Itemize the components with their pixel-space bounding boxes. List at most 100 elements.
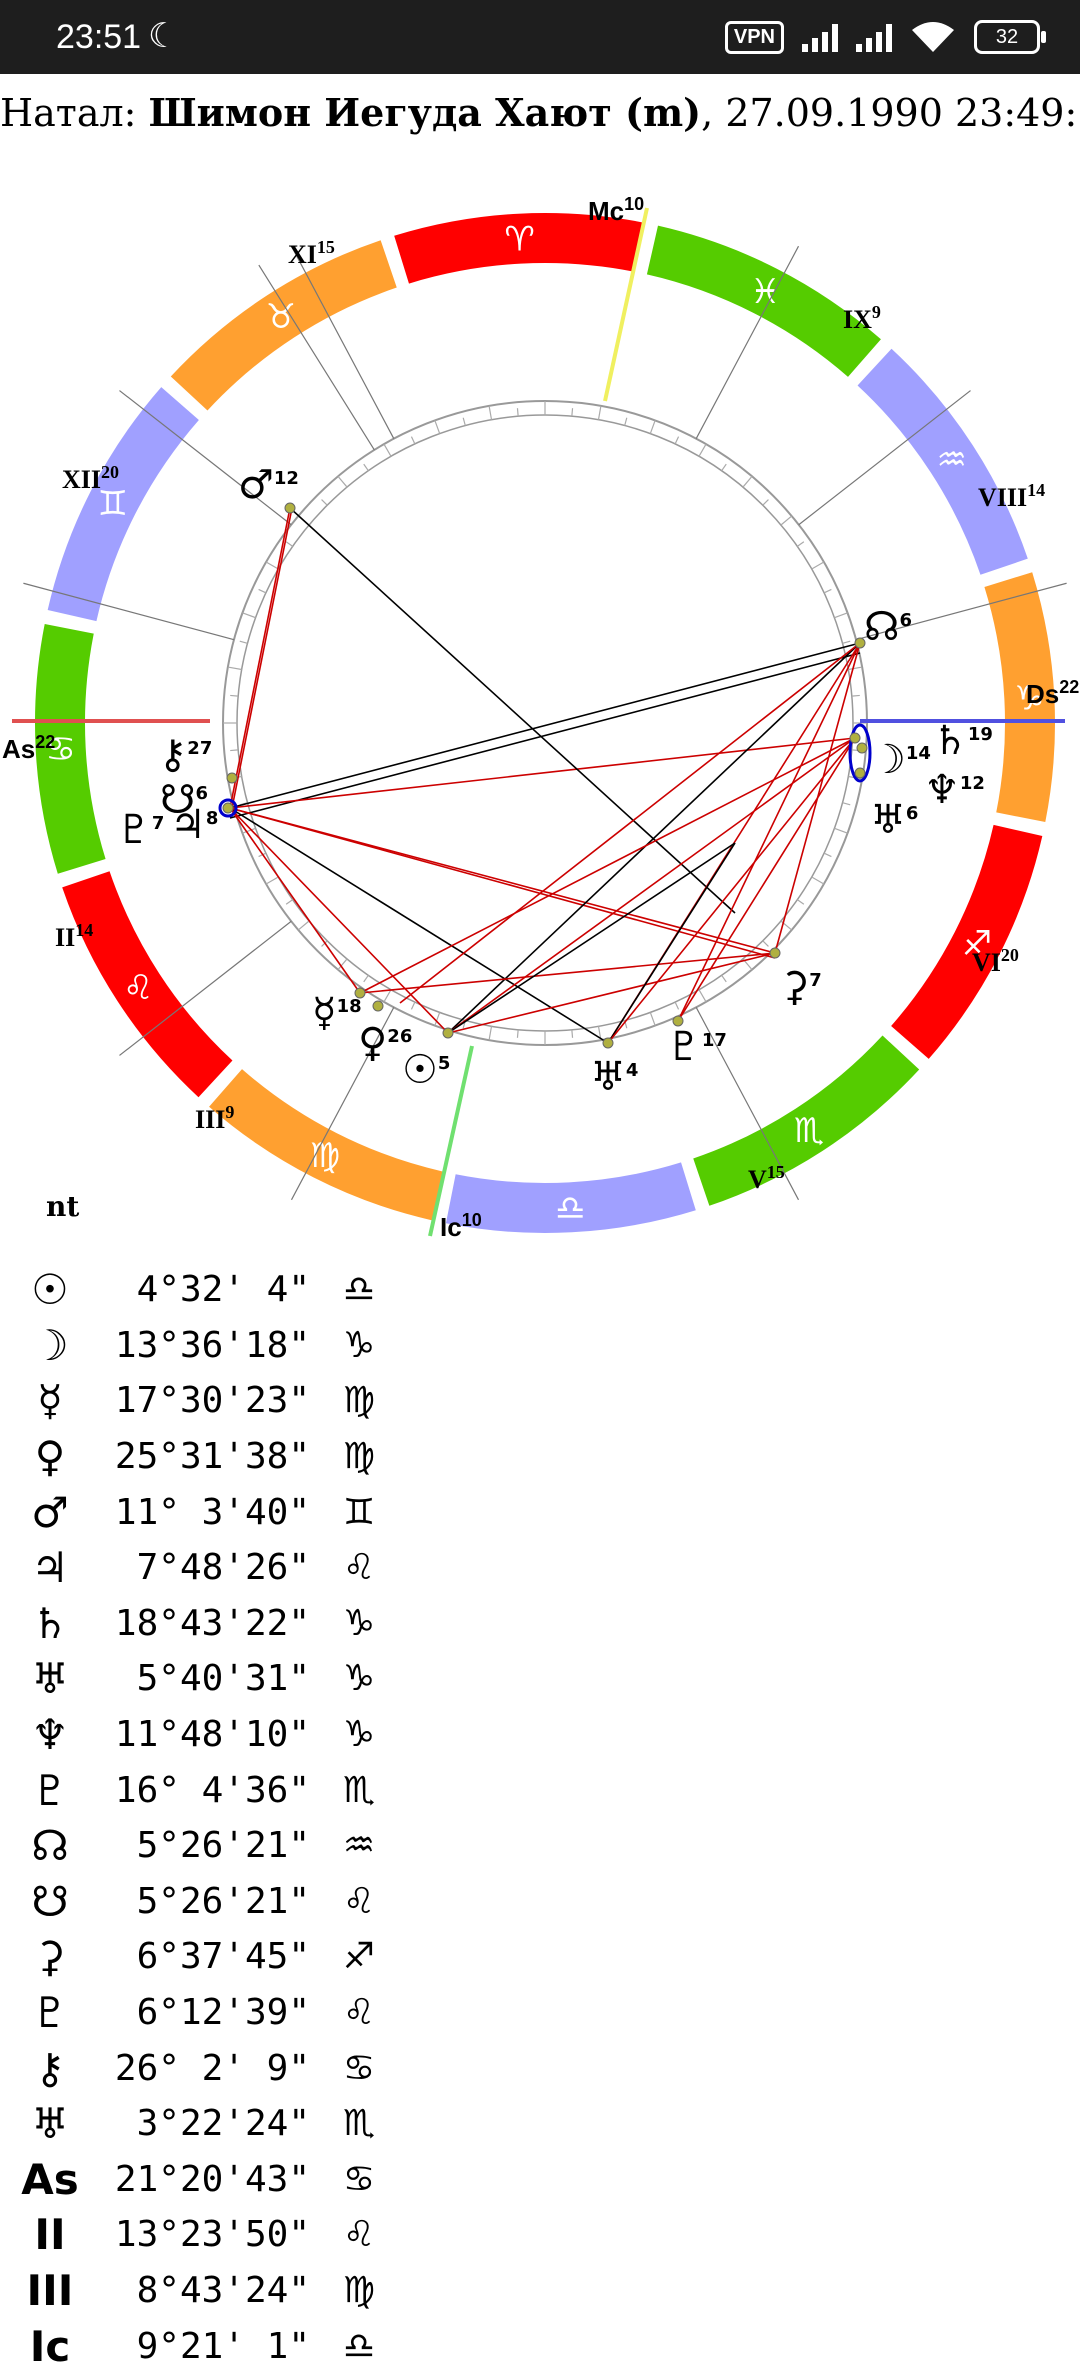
position-row: ♇ 6°12'39" ♌ [20, 1985, 394, 2041]
zodiac-sign-icon: ♈ [504, 220, 534, 260]
zodiac-sign-icon: ♍ [342, 1436, 376, 1478]
zodiac-ring: ♈♓♒♑♐♏♎♍♌♋♊♉ [34, 213, 1056, 1233]
zodiac-sign-icon: ♋ [45, 729, 75, 769]
degree-tick [337, 958, 348, 971]
position-row: ☉ 4°32' 4" ♎ [20, 1262, 394, 1318]
planet-position-dot [442, 1027, 454, 1039]
house-lines [23, 245, 1067, 1201]
degree-value: 11°48'10" [114, 1714, 310, 1756]
zodiac-sign-icon: ♑ [1014, 679, 1044, 719]
pluto-glyph: ♇7 [116, 807, 164, 853]
zodiac-sign-icon: ♓ [750, 272, 780, 312]
degree-tick [242, 827, 256, 834]
planet-symbol-icon: ♄ [31, 1598, 69, 1648]
degree-tick [721, 974, 727, 983]
venus-glyph: ♀26 [358, 1020, 412, 1066]
title-date: , 27.09.1990 23:49:33... [701, 91, 1080, 135]
degree-tick [242, 612, 256, 619]
nt-label: nt [46, 1190, 80, 1223]
moon-glyph: ☽14 [870, 737, 931, 783]
zodiac-sign-icon: ♑ [342, 1324, 376, 1366]
house-label-12: XII20 [62, 462, 119, 494]
position-row: ♆ 11°48'10" ♑ [20, 1707, 394, 1763]
natal-chart[interactable]: ♈♓♒♑♐♏♎♍♌♋♊♉ Mc10 Ic10 [0, 178, 1080, 1238]
ic-label: Ic10 [440, 1210, 482, 1238]
planet-position-dot [849, 732, 861, 744]
house-cusp-line [290, 245, 395, 439]
zodiac-sign-icon: ♎ [342, 1269, 376, 1311]
position-row: ♅ 5°40'31" ♑ [20, 1651, 394, 1707]
planet-symbol-icon: ☉ [31, 1265, 69, 1315]
battery-icon: 32 [974, 20, 1046, 54]
degree-tick [649, 1012, 656, 1026]
mc-label: Mc10 [588, 194, 644, 226]
zodiac-sign-icon: ♏ [794, 1111, 824, 1151]
degree-tick [674, 436, 680, 445]
degree-tick [462, 417, 466, 426]
planet-glyphs[interactable]: ♂12 ☊6 ♄19 ☽14 ♆12 ♅6 ⚷27 ☋6 ♃8 ♇7 ⚳7 ☿1… [116, 462, 993, 1100]
status-icons: VPN 32 [724, 20, 1046, 54]
house-cusp-line [119, 390, 292, 526]
position-row: ♃ 7°48'26" ♌ [20, 1540, 394, 1596]
planet-symbol-icon: ☋ [31, 1876, 69, 1926]
ceres-glyph: ⚳7 [780, 964, 822, 1010]
zodiac-sign-icon: ♋ [342, 2158, 376, 2200]
planet-symbol-icon: As [21, 2154, 79, 2204]
position-row: ⚷ 26° 2' 9" ♋ [20, 2040, 394, 2096]
degree-tick [410, 436, 416, 445]
degree-tick [516, 1029, 519, 1038]
house-cusp-line [119, 920, 292, 1056]
degree-value: 3°22'24" [136, 2103, 310, 2145]
degree-value: 25°31'38" [114, 1436, 310, 1478]
degree-tick [337, 475, 348, 488]
degree-value: 13°36'18" [114, 1324, 310, 1366]
position-row: II 13°23'50" ♌ [20, 2207, 394, 2263]
zodiac-sign-icon: ♎ [555, 1188, 585, 1228]
planet-position-dot [672, 1015, 684, 1027]
moon-icon: ☾ [148, 16, 179, 56]
degree-tick [762, 499, 769, 506]
degree-tick [230, 694, 239, 697]
signal-icon-2 [856, 22, 892, 52]
sun-glyph: ☉5 [402, 1047, 450, 1093]
degree-tick [488, 1026, 493, 1041]
degree-value: 7°48'26" [136, 1547, 310, 1589]
degree-value: 26° 2' 9" [114, 2047, 310, 2089]
degree-value: 5°26'21" [136, 1880, 310, 1922]
degree-tick [649, 420, 656, 434]
zodiac-sign-icon: ♌ [342, 1547, 376, 1589]
ds-label: Ds22 [1026, 677, 1079, 709]
position-row: ♀ 25°31'38" ♍ [20, 1429, 394, 1485]
degree-tick [258, 588, 267, 594]
as-label: As22 [2, 732, 55, 764]
degree-tick [227, 666, 242, 671]
position-row: ♂ 11° 3'40" ♊ [20, 1484, 394, 1540]
degree-tick [674, 1001, 680, 1010]
house-cusp-line [258, 264, 375, 451]
planet-symbol-icon: ⚳ [34, 1932, 66, 1982]
degree-tick [434, 1012, 441, 1026]
zodiac-sign-icon: ♑ [342, 1602, 376, 1644]
position-row: III 8°43'24" ♍ [20, 2263, 394, 2319]
degree-value: 8°43'24" [136, 2269, 310, 2311]
degree-tick [811, 561, 825, 570]
mars-glyph: ♂12 [238, 462, 299, 508]
planet-symbol-icon: ♇ [31, 1988, 69, 2038]
planet-symbol-icon: ♀ [34, 1432, 66, 1482]
degree-tick [796, 899, 805, 905]
planet-symbol-icon: ♃ [31, 1543, 69, 1593]
planet-symbol-icon: ☿ [37, 1376, 63, 1426]
degree-value: 9°21' 1" [136, 2325, 310, 2367]
position-row: ☽ 13°36'18" ♑ [20, 1318, 394, 1374]
degree-tick [851, 694, 860, 697]
zodiac-segment [646, 225, 881, 377]
zodiac-segment [445, 1162, 696, 1233]
degree-value: 18°43'22" [114, 1602, 310, 1644]
planet-position-dot [856, 742, 868, 754]
position-row: ☋ 5°26'21" ♌ [20, 1874, 394, 1930]
title-prefix: Натал: [0, 91, 149, 135]
degree-tick [811, 876, 825, 885]
house-cusp-line [290, 1007, 395, 1201]
planet-position-dot [602, 1037, 614, 1049]
planet-symbol-icon: ☽ [31, 1320, 69, 1370]
